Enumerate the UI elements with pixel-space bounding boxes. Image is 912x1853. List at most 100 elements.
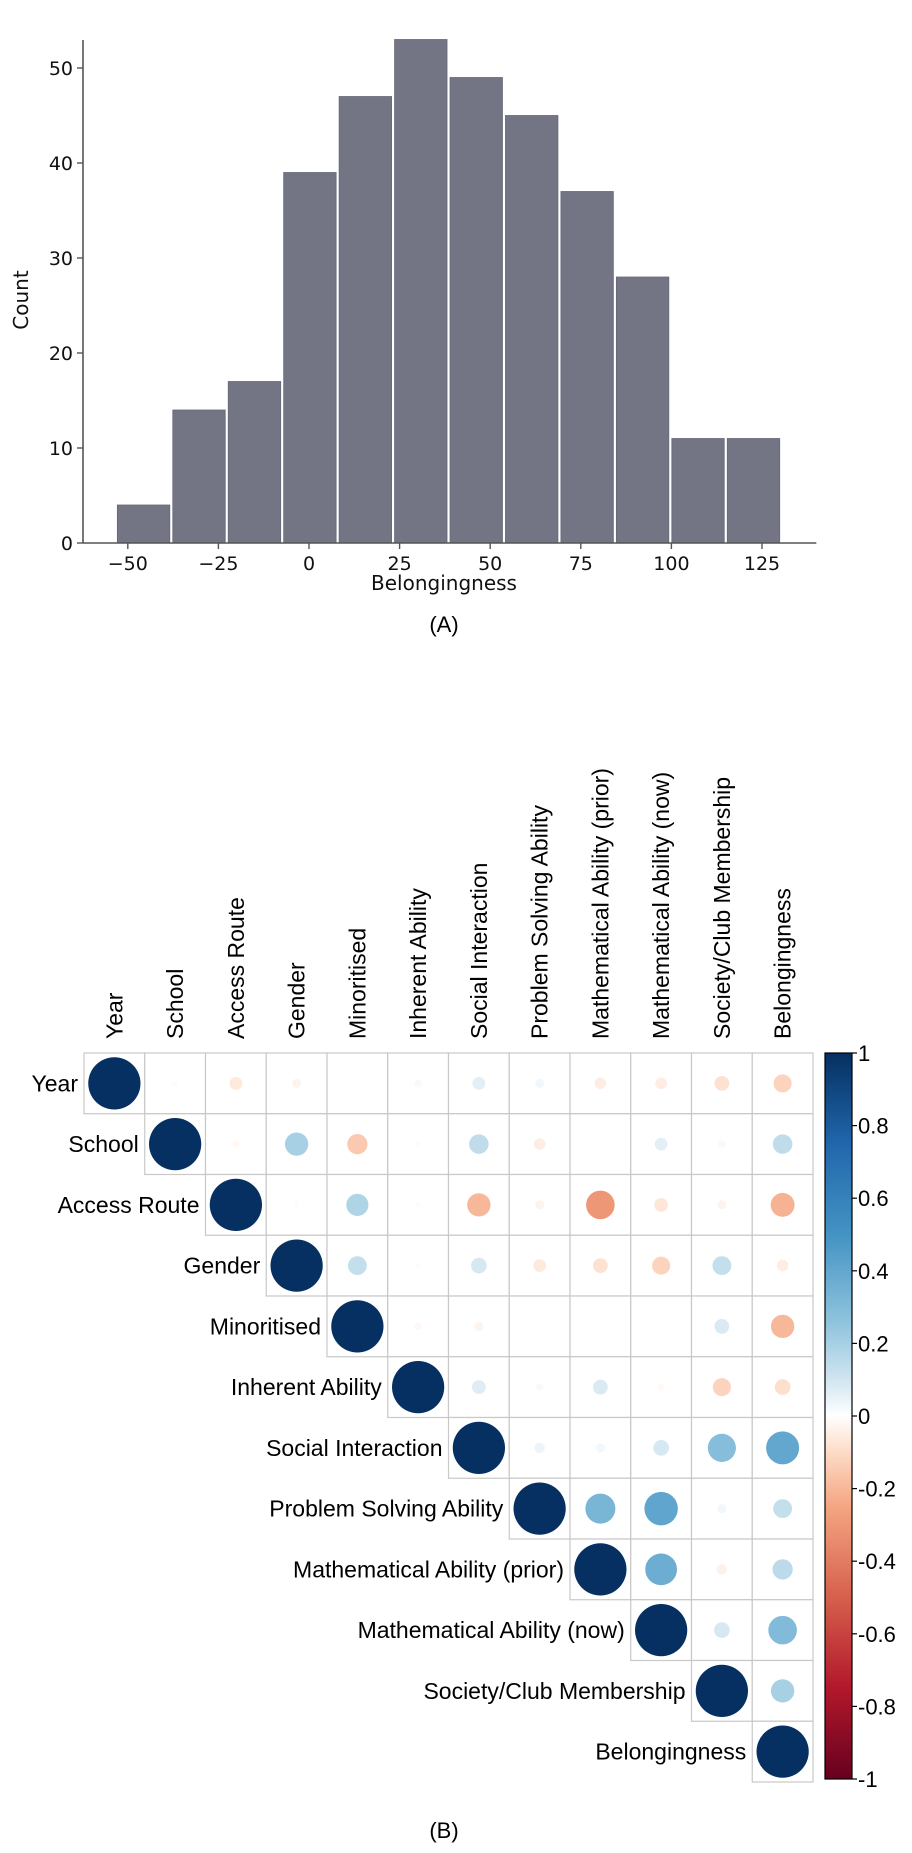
correlation-circle	[172, 1080, 178, 1086]
colorbar-tick-label: -0.8	[858, 1694, 896, 1719]
correlation-circle	[770, 1192, 795, 1217]
correlation-circle	[717, 1504, 727, 1514]
column-label: Gender	[284, 962, 310, 1039]
column-labels: Year School Access Route Gender Minoritised I…	[101, 768, 795, 1039]
correlation-circle	[452, 1421, 505, 1474]
correlation-circle	[695, 1664, 748, 1717]
correlation-circle	[714, 1318, 730, 1334]
x-axis-label: Belongingness	[371, 571, 517, 595]
row-labels: Year School Access Route Gender Minoritised I…	[32, 1070, 747, 1764]
x-ticks: −50 −25 0 25 50 75 100 125	[108, 543, 780, 575]
correlation-circle	[595, 1443, 605, 1453]
y-tick-label: 0	[61, 533, 73, 555]
matrix-cell	[630, 1416, 693, 1479]
correlation-circle	[654, 1137, 668, 1151]
correlation-circle	[469, 1134, 489, 1154]
x-tick-label: 50	[478, 553, 502, 575]
correlation-circle	[714, 1075, 730, 1091]
correlation-circle	[414, 1079, 422, 1088]
x-tick-label: −25	[198, 553, 238, 575]
row-label: Access Route	[58, 1192, 200, 1218]
histogram-panel: 0 10 20 30 40 50 −50 −25 0 25 50 75 100 125 Belongin…	[9, 39, 817, 637]
row-label: Social Interaction	[266, 1435, 442, 1461]
histogram-bar	[505, 115, 559, 544]
colorbar-tick-label: -0.6	[858, 1622, 896, 1647]
colorbar-tick-label: 0.2	[858, 1331, 889, 1356]
column-label: Access Route	[223, 897, 249, 1039]
correlation-circle	[270, 1239, 323, 1292]
correlation-circle	[645, 1553, 678, 1586]
correlation-circle	[331, 1300, 384, 1353]
y-tick-label: 10	[49, 438, 73, 460]
correlation-circle	[776, 1259, 789, 1272]
correlation-circle	[347, 1134, 368, 1155]
histogram-bar	[338, 96, 392, 544]
column-label: Belongingness	[770, 888, 796, 1039]
correlation-circle	[770, 1314, 795, 1339]
column-label: School	[162, 969, 188, 1039]
correlation-circle	[712, 1256, 732, 1276]
correlation-circle	[88, 1057, 141, 1110]
column-label: Social Interaction	[466, 863, 492, 1039]
x-tick-label: 0	[303, 553, 315, 575]
x-tick-label: −50	[108, 553, 148, 575]
correlation-circle	[292, 1078, 302, 1088]
correlation-circle	[774, 1379, 791, 1395]
histogram-bar	[560, 191, 614, 544]
correlation-circle	[654, 1197, 669, 1212]
column-label: Society/Club Membership	[709, 777, 735, 1039]
matrix-cell	[326, 1052, 389, 1115]
histogram-bar	[283, 172, 337, 544]
histogram-bar	[449, 77, 503, 544]
column-label: Year	[101, 992, 127, 1039]
colorbar-tick-label: 0.6	[858, 1186, 889, 1211]
correlation-circle	[535, 1200, 545, 1210]
histogram-bar	[615, 276, 670, 544]
row-label: Year	[32, 1070, 79, 1096]
histogram-bars	[116, 39, 781, 544]
correlation-circle	[586, 1190, 615, 1220]
row-label: Mathematical Ability (prior)	[293, 1556, 564, 1582]
correlation-circle	[284, 1132, 309, 1156]
x-tick-label: 75	[569, 553, 593, 575]
correlation-circle	[294, 1202, 300, 1208]
correlation-circle	[712, 1378, 731, 1397]
y-ticks: 0 10 20 30 40 50	[49, 58, 83, 555]
column-label: Inherent Ability	[405, 888, 431, 1039]
correlation-circle	[772, 1134, 793, 1154]
histogram-bar	[726, 438, 781, 544]
matrix-cell	[569, 1113, 632, 1176]
matrix-cell	[569, 1234, 632, 1297]
correlation-cells	[83, 1052, 814, 1783]
correlation-circle	[773, 1499, 793, 1519]
x-tick-label: 100	[653, 553, 689, 575]
correlation-circle	[718, 1140, 726, 1148]
correlation-circle	[652, 1256, 671, 1275]
histogram-bar	[394, 39, 448, 544]
correlation-circle	[346, 1193, 369, 1216]
column-label: Mathematical Ability (prior)	[587, 768, 613, 1039]
correlation-circle	[347, 1256, 367, 1276]
correlation-circle	[592, 1258, 608, 1274]
correlation-circle	[766, 1431, 800, 1465]
correlation-circle	[471, 1257, 487, 1274]
correlation-circle	[768, 1615, 797, 1645]
x-tick-label: 125	[744, 553, 780, 575]
correlation-circle	[717, 1200, 727, 1210]
colorbar-gradient	[824, 1052, 853, 1780]
row-label: School	[68, 1131, 138, 1157]
histogram-bar	[671, 438, 725, 544]
colorbar-tick-label: -1	[858, 1767, 878, 1792]
matrix-cell	[447, 1356, 510, 1419]
y-tick-label: 30	[49, 248, 73, 270]
correlation-circle	[474, 1321, 484, 1331]
histogram-bar	[116, 504, 171, 544]
x-tick-label: 25	[388, 553, 412, 575]
correlation-circle	[756, 1725, 809, 1778]
correlation-circle	[657, 1383, 665, 1391]
row-label: Minoritised	[210, 1313, 321, 1339]
matrix-cell	[508, 1295, 571, 1358]
correlation-circle	[533, 1138, 546, 1150]
correlation-circle	[415, 1202, 421, 1208]
